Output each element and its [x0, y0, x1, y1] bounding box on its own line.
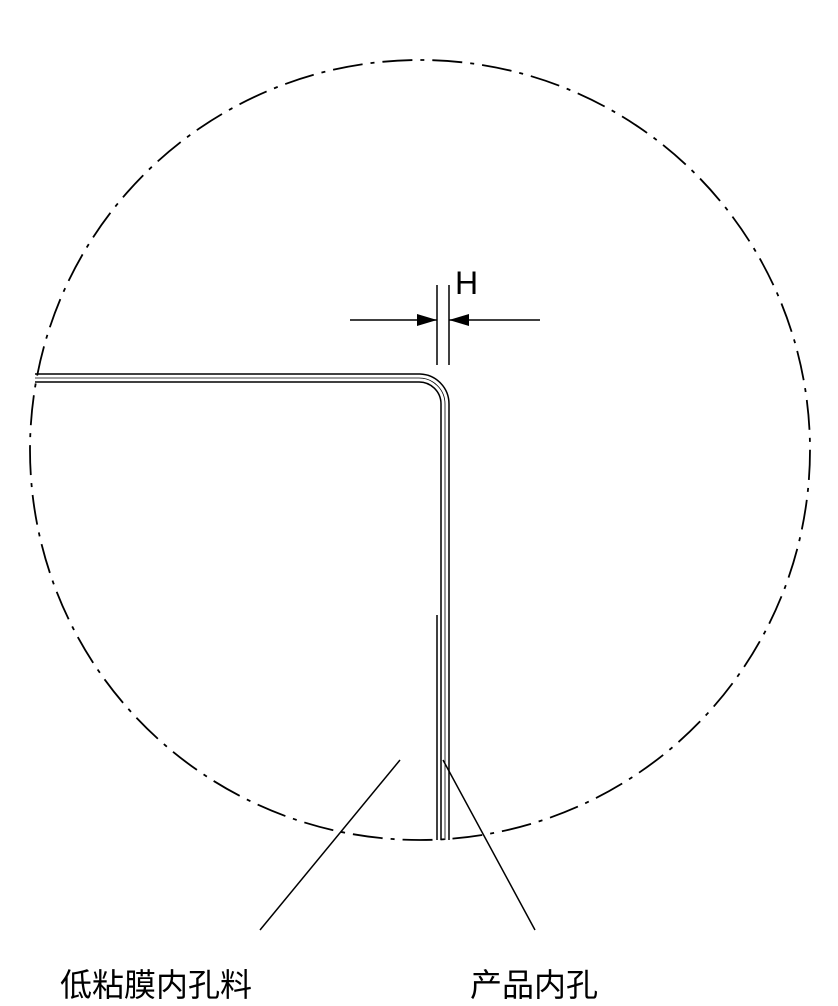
diagram-container: H 低粘膜内孔料 产品内孔 — [0, 0, 838, 1000]
dimension-h-label: H — [455, 265, 478, 302]
callout-right-label: 产品内孔 — [470, 960, 598, 1006]
callout-left-label: 低粘膜内孔料 — [60, 960, 252, 1006]
engineering-svg — [0, 0, 838, 1000]
